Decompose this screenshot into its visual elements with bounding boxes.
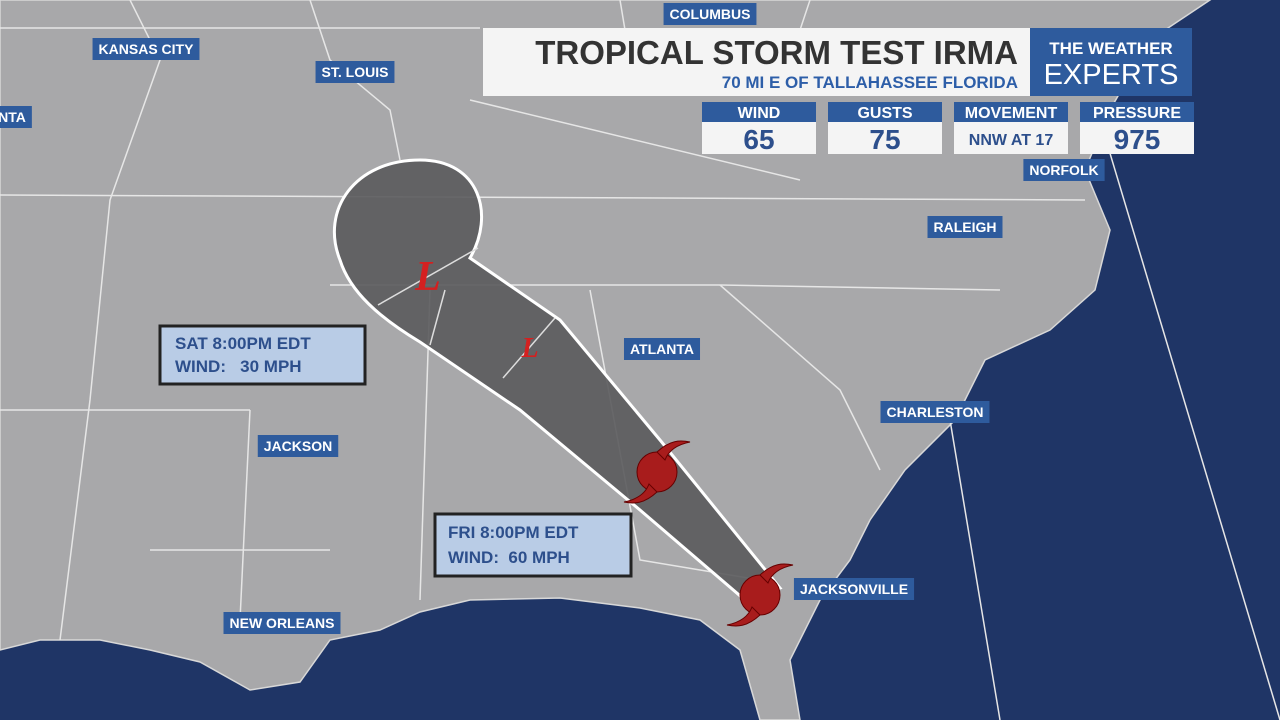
city-label: JACKSON [257,435,339,457]
forecast-time: SAT 8:00PM EDT [175,334,311,353]
city-box [880,401,990,423]
city-name: ST. LOUIS [322,64,389,80]
title: TROPICAL STORM TEST IRMA [535,34,1018,71]
city-label: ST. LOUIS [315,61,395,83]
city-label: KANSAS CITY [92,38,200,60]
city-name: ATLANTA [630,341,694,357]
city-box [663,3,757,25]
city-box [1023,159,1105,181]
brand: THE WEATHER [1049,39,1172,58]
city-label: NORFOLK [1023,159,1105,181]
city-label: COLUMBUS [663,3,757,25]
city-name: RALEIGH [934,219,997,235]
city-label: NEW ORLEANS [223,612,341,634]
forecast-box: FRI 8:00PM EDT WIND: 60 MPH [433,512,633,578]
stat-label: MOVEMENT [965,105,1058,122]
stat-body [702,122,816,154]
hurricane-icon [623,440,794,627]
forecast-wind: WIND: 60 MPH [448,548,570,567]
city-name: JACKSONVILLE [800,581,908,597]
stat-value: 65 [743,124,774,155]
city-box [223,612,341,634]
header: TROPICAL STORM TEST IRMA 70 MI E OF TALL… [483,28,1192,96]
city-box [315,61,395,83]
forecast-box: SAT 8:00PM EDT WIND: 30 MPH [158,324,367,386]
city-box [927,216,1003,238]
forecast-cone [332,158,783,602]
stat-body [1080,122,1194,154]
city-name: NTA [0,109,26,125]
stat-header [828,102,942,122]
stat-label: PRESSURE [1093,105,1181,122]
low-marker: L [414,254,441,300]
forecast-time: FRI 8:00PM EDT [448,523,579,542]
stat-body [828,122,942,154]
stat-label: GUSTS [857,105,912,122]
forecast-wind: WIND: 30 MPH [175,357,302,376]
city-name: COLUMBUS [670,6,751,22]
stats: WIND 65 GUSTS 75 MOVEMENT NNW AT 17 PRESSURE 97… [702,102,1194,155]
city-label: CHARLESTON [880,401,990,423]
city-label: NTA [0,106,32,128]
city-box [0,106,32,128]
city-name: KANSAS CITY [99,41,195,57]
city-box [257,435,339,457]
city-name: JACKSON [264,438,332,454]
stat-value: NNW AT 17 [969,132,1054,149]
cone-segments [377,247,556,379]
brand: EXPERTS [1044,59,1179,91]
stat-header [702,102,816,122]
stat-value: 975 [1114,124,1161,155]
stat-value: 75 [869,124,900,155]
stat-label: WIND [738,105,781,122]
stat-header [1080,102,1194,122]
city-label: ATLANTA [623,338,701,360]
city-name: NEW ORLEANS [230,615,335,631]
city-box [92,38,200,60]
city-box [623,338,701,360]
city-name: NORFOLK [1029,162,1098,178]
city-box [793,578,915,600]
city-name: CHARLESTON [887,404,984,420]
city-label: JACKSONVILLE [793,578,915,600]
city-labels: COLUMBUS KANSAS CITY ST. LOUIS NTA NORFOLK RA… [0,3,1105,634]
low-marker: L [520,333,538,364]
subtitle: 70 MI E OF TALLAHASSEE FLORIDA [722,73,1018,92]
stat-header [954,102,1068,122]
stat-body [954,122,1068,154]
city-label: RALEIGH [927,216,1003,238]
